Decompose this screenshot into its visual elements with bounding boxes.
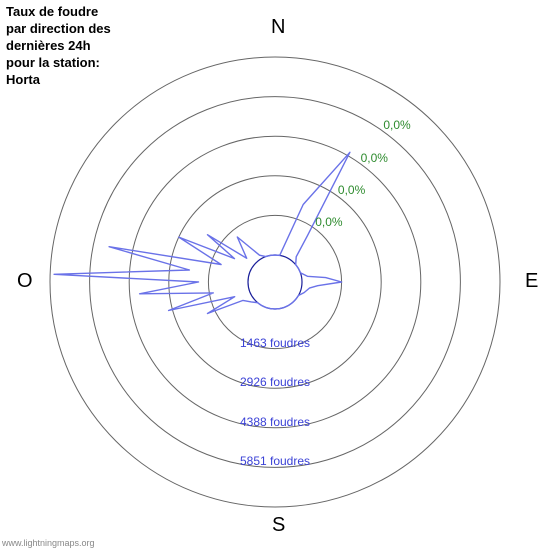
ring-label-ne: 0,0% xyxy=(361,151,388,165)
chart-title: Taux de foudre par direction des dernièr… xyxy=(6,4,116,88)
ring-label-ne: 0,0% xyxy=(338,183,365,197)
rose-polygon xyxy=(54,152,350,313)
ring-label-ne: 0,0% xyxy=(383,118,410,132)
cardinal-o: O xyxy=(17,270,33,293)
ring-label-south: 2926 foudres xyxy=(240,375,310,389)
ring-label-south: 1463 foudres xyxy=(240,336,310,350)
cardinal-n: N xyxy=(271,16,285,39)
ring-label-ne: 0,0% xyxy=(315,215,342,229)
cardinal-s: S xyxy=(272,514,285,537)
ring-label-south: 5851 foudres xyxy=(240,454,310,468)
ring-label-south: 4388 foudres xyxy=(240,415,310,429)
cardinal-e: E xyxy=(525,270,538,293)
source-footer: www.lightningmaps.org xyxy=(2,538,95,548)
